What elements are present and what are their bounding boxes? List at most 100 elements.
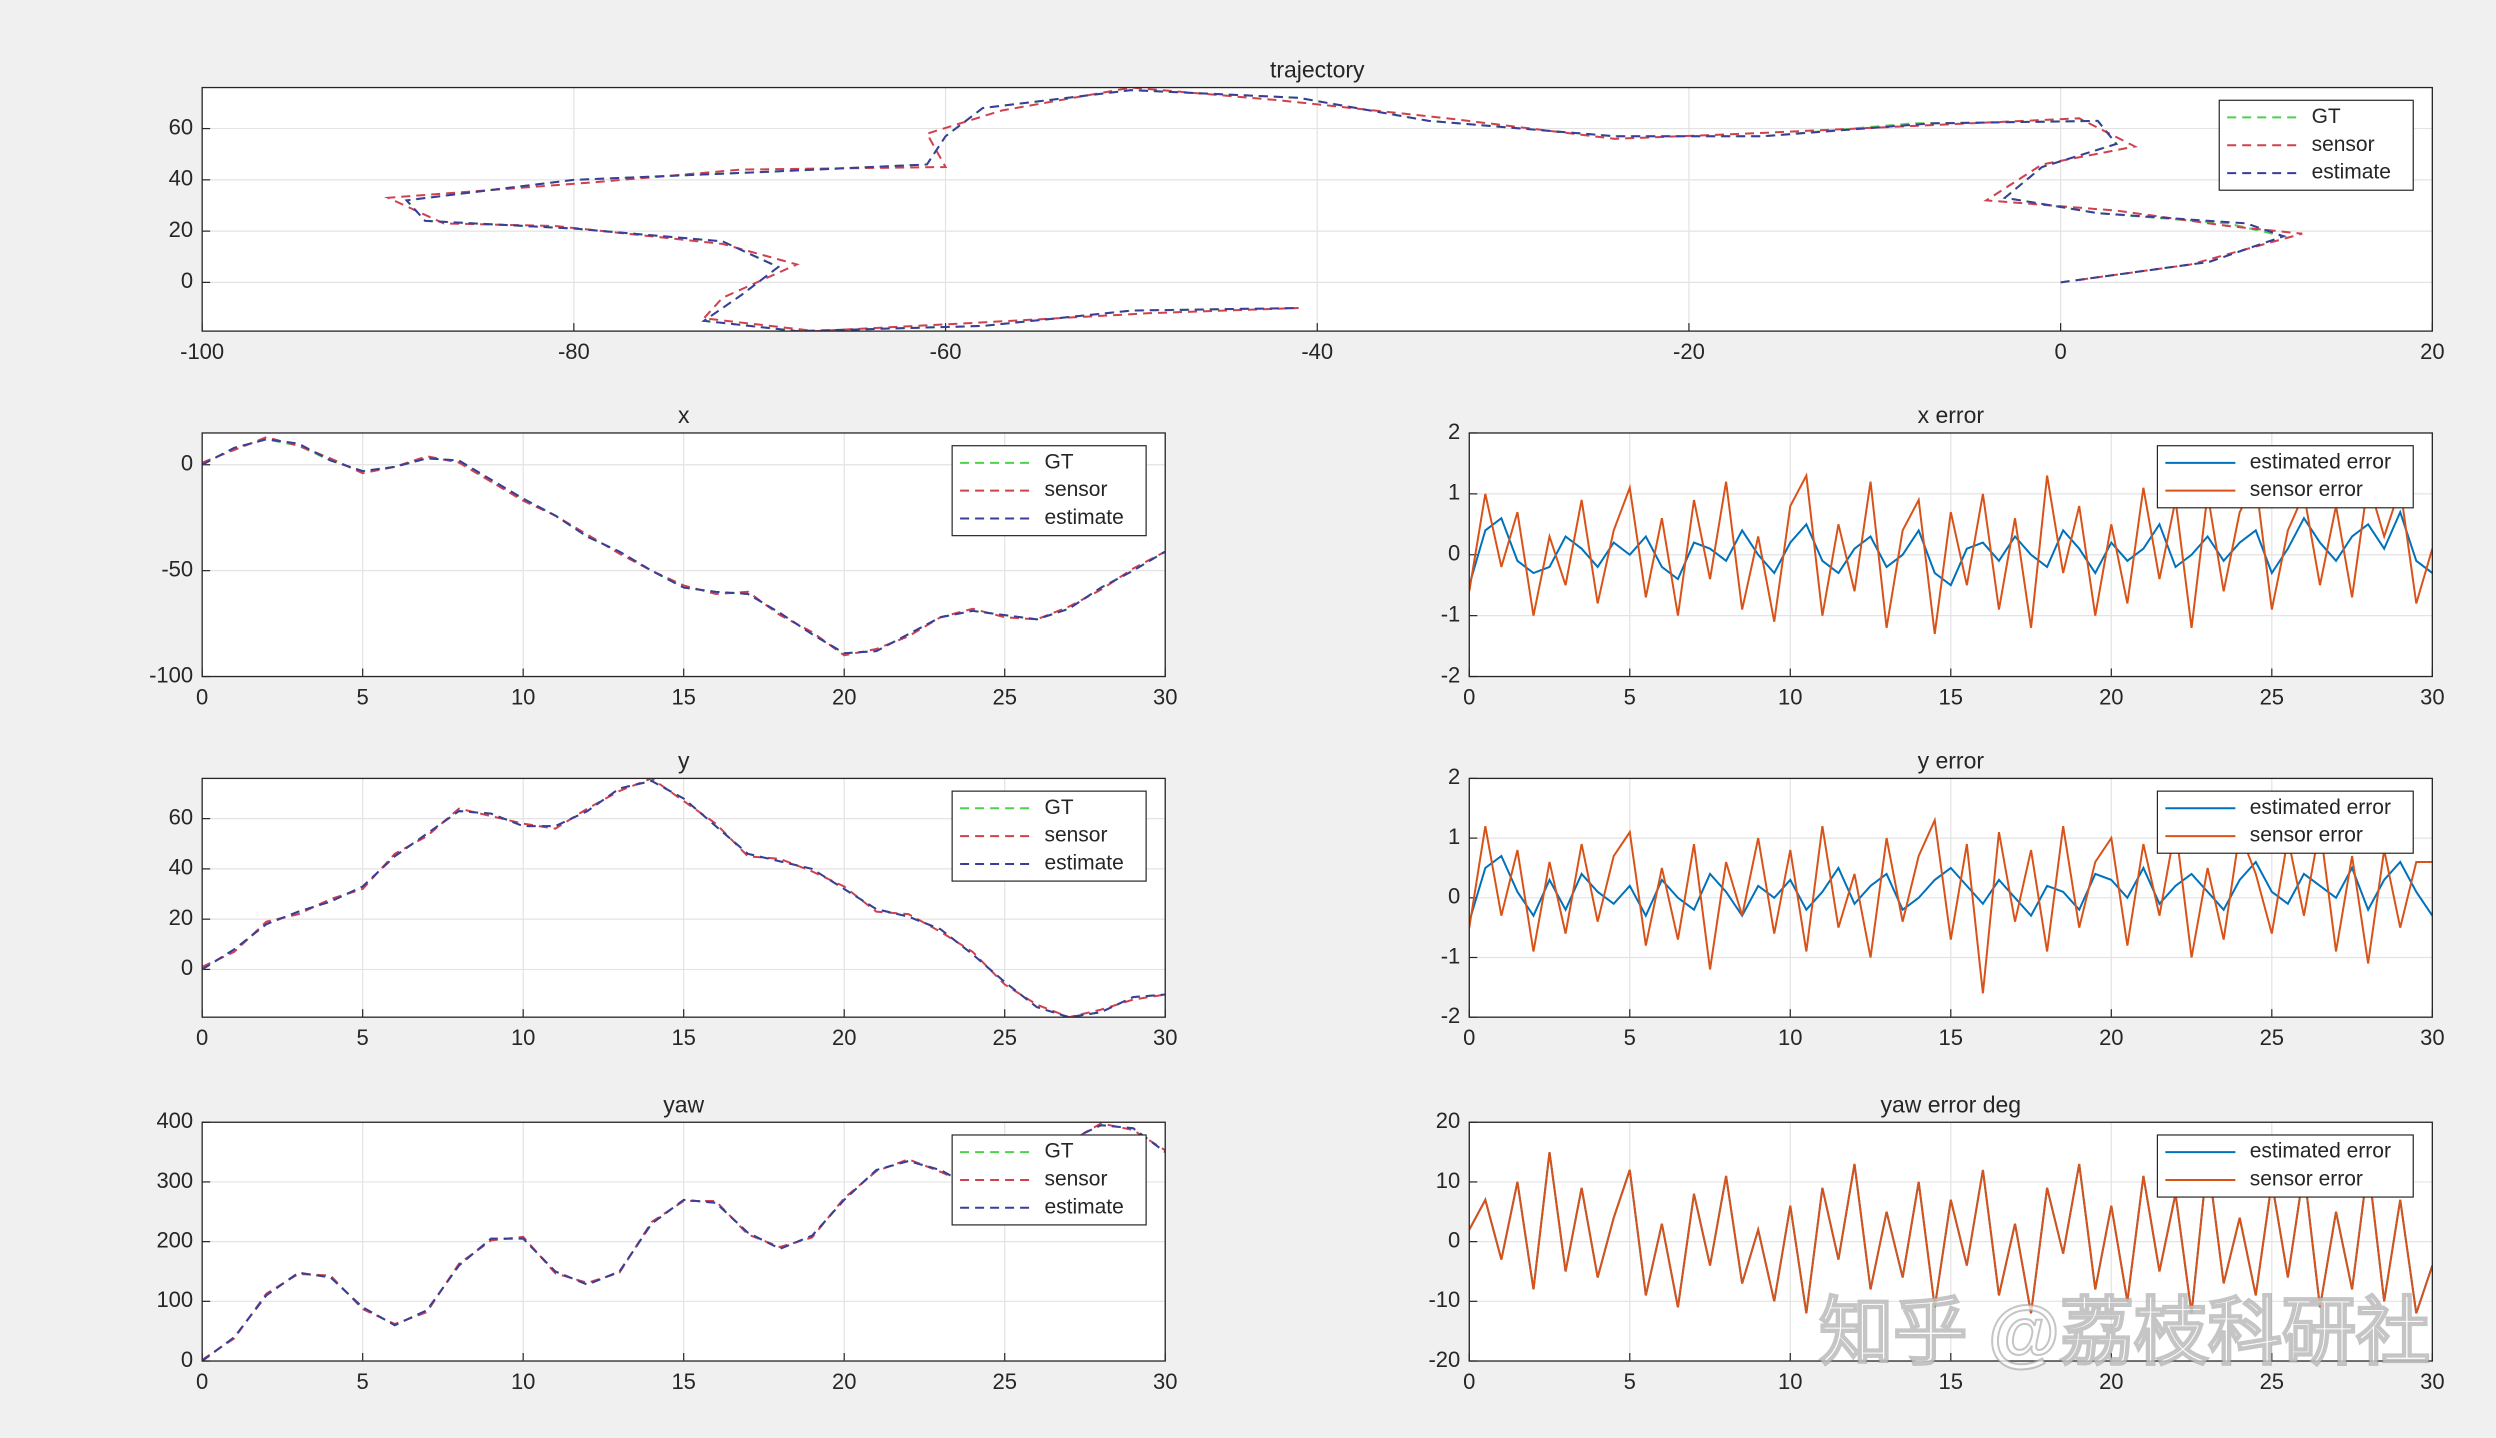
series-line (1469, 816, 2433, 994)
legend-label: estimated error (2250, 1140, 2391, 1163)
x-tick-label: 25 (2260, 1369, 2284, 1394)
series-line (202, 779, 1166, 1018)
legend-box (951, 445, 1147, 537)
legend-label: sensor error (2250, 824, 2363, 847)
y-tick-label: 60 (169, 804, 193, 829)
y-tick-label: 0 (181, 268, 193, 293)
legend-label: sensor (1044, 1167, 1107, 1190)
series-line (1469, 472, 2433, 635)
legend-box (951, 790, 1147, 882)
x-tick-label: -60 (930, 339, 962, 364)
x-tick-label: 10 (511, 684, 535, 709)
y-tick-label: 10 (1436, 1168, 1460, 1193)
chart-title: yaw (663, 1091, 704, 1117)
x-tick-label: 0 (1463, 684, 1475, 709)
x-tick-label: 25 (992, 684, 1016, 709)
y-tick-label: 400 (156, 1108, 193, 1133)
x-tick-label: -80 (558, 339, 590, 364)
y-tick-label: 1 (1448, 824, 1460, 849)
y-tick-label: 2 (1448, 764, 1460, 789)
legend-label: GT (2312, 105, 2341, 128)
series-line (1469, 854, 2433, 922)
x-tick-label: 30 (1153, 1025, 1177, 1050)
x-tick-label: 25 (992, 1369, 1016, 1394)
x-tick-label: 5 (357, 684, 369, 709)
x-tick-label: 5 (1624, 1369, 1636, 1394)
y-tick-label: 2 (1448, 419, 1460, 444)
chart-title: trajectory (1270, 57, 1365, 83)
x-tick-label: 20 (832, 684, 856, 709)
series-line (384, 87, 2303, 332)
y-tick-label: -2 (1441, 662, 1461, 687)
y-tick-label: 1 (1448, 480, 1460, 505)
chart-title: yaw error deg (1880, 1091, 2021, 1117)
x-tick-label: 5 (357, 1369, 369, 1394)
x-tick-label: 30 (2420, 684, 2444, 709)
chart-title: x error (1918, 402, 1985, 428)
legend-label: GT (1044, 450, 1073, 473)
y-tick-label: 0 (181, 451, 193, 476)
legend-label: estimate (1044, 852, 1123, 875)
legend-label: GT (1044, 1140, 1073, 1163)
x-tick-label: -100 (180, 339, 224, 364)
legend-label: estimate (1044, 1195, 1123, 1218)
axes-box (1468, 1121, 2433, 1362)
series-line (404, 89, 2287, 332)
x-tick-label: 10 (511, 1025, 535, 1050)
x-tick-label: 15 (1939, 1369, 1963, 1394)
x-tick-label: 15 (671, 1025, 695, 1050)
y-tick-label: 60 (169, 114, 193, 139)
x-tick-label: 15 (671, 684, 695, 709)
axes-box (1468, 777, 2433, 1018)
legend-label: estimate (1044, 506, 1123, 529)
y-tick-label: 0 (181, 955, 193, 980)
x-tick-label: 0 (196, 684, 208, 709)
chart-title: x (678, 402, 690, 428)
legend-label: sensor (1044, 478, 1107, 501)
x-tick-label: 0 (1463, 1025, 1475, 1050)
legend-box (2218, 99, 2414, 191)
x-tick-label: 30 (2420, 1369, 2444, 1394)
legend-box (2156, 1134, 2414, 1198)
watermark: 知乎 @荔枝科研社 (1819, 1291, 2430, 1374)
y-tick-label: 40 (169, 855, 193, 880)
x-tick-label: 0 (196, 1025, 208, 1050)
y-tick-label: -2 (1441, 1003, 1461, 1028)
x-tick-label: -20 (1673, 339, 1705, 364)
y-tick-label: -20 (1428, 1347, 1460, 1372)
legend-label: estimate (2312, 161, 2391, 184)
x-tick-label: 20 (2099, 684, 2123, 709)
legend-label: GT (1044, 796, 1073, 819)
series-line (202, 438, 1166, 655)
y-tick-label: -1 (1441, 943, 1461, 968)
y-tick-label: 0 (1448, 541, 1460, 566)
x-tick-label: 0 (1463, 1369, 1475, 1394)
x-tick-label: 5 (357, 1025, 369, 1050)
x-tick-label: 5 (1624, 684, 1636, 709)
x-tick-label: 25 (2260, 1025, 2284, 1050)
y-tick-label: 100 (156, 1287, 193, 1312)
axes-box (201, 1121, 1166, 1362)
legend-box (2156, 790, 2414, 854)
series-line (202, 778, 1166, 1018)
x-tick-label: 30 (1153, 1369, 1177, 1394)
series-line (202, 436, 1166, 657)
y-tick-label: -50 (161, 556, 193, 581)
chart-title: y (678, 747, 690, 773)
x-tick-label: 20 (832, 1369, 856, 1394)
axes-box (201, 777, 1166, 1018)
series-line (1469, 509, 2433, 587)
x-tick-label: 20 (2099, 1025, 2123, 1050)
x-tick-label: 15 (1939, 684, 1963, 709)
legend-label: sensor error (2250, 478, 2363, 501)
x-tick-label: 20 (2420, 339, 2444, 364)
y-tick-label: 0 (1448, 1227, 1460, 1252)
x-tick-label: 15 (1939, 1025, 1963, 1050)
x-tick-label: 10 (1778, 1025, 1802, 1050)
legend-box (951, 1134, 1147, 1226)
y-tick-label: -100 (149, 662, 193, 687)
legend-box (2156, 445, 2414, 509)
y-tick-label: 20 (169, 217, 193, 242)
